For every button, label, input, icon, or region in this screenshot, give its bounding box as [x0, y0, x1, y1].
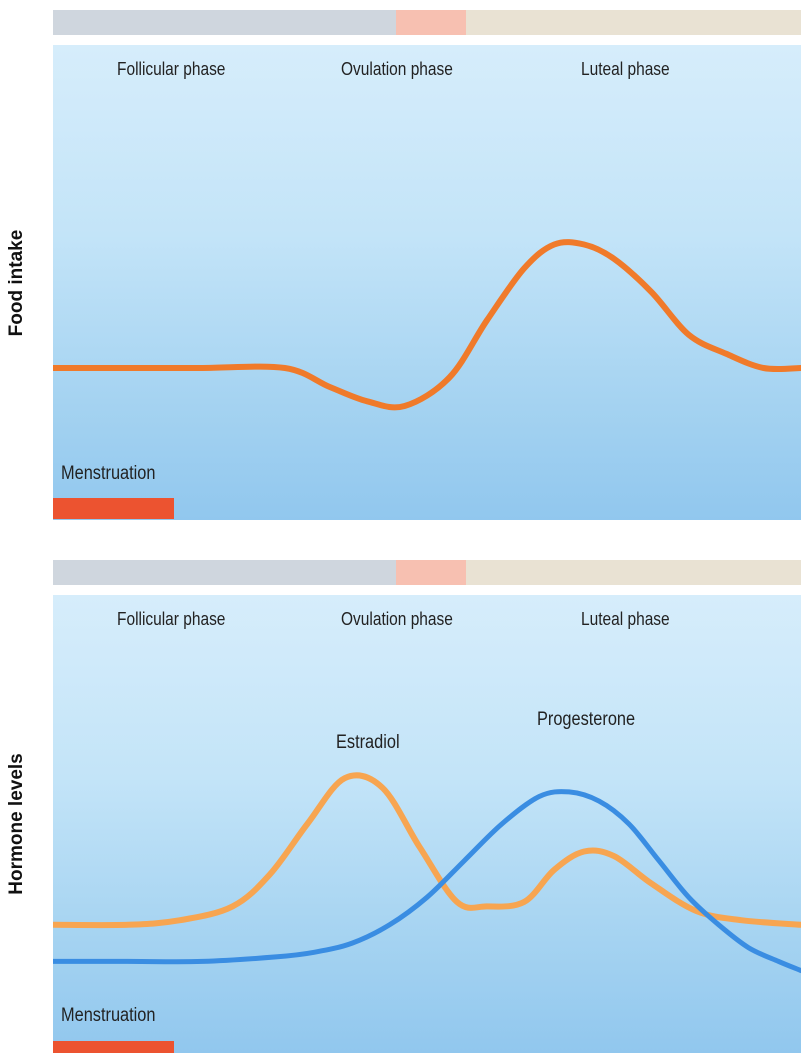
menstruation-bar: [53, 1041, 174, 1053]
y-axis-label: Hormone levels: [6, 753, 27, 895]
estradiol-label: Estradiol: [336, 732, 400, 753]
plot-area: Follicular phase Ovulation phase Luteal …: [53, 595, 801, 1053]
phase-seg-follicular: [53, 560, 396, 585]
progesterone-line: [53, 789, 801, 974]
phase-seg-luteal: [466, 10, 801, 35]
hormone-levels-panel: Hormone levels Follicular phase Ovulatio…: [0, 550, 801, 1063]
phase-label-luteal: Luteal phase: [581, 609, 670, 629]
menstruation-label: Menstruation: [61, 1005, 156, 1026]
phase-label-luteal: Luteal phase: [581, 59, 670, 79]
plot-area: Follicular phase Ovulation phase Luteal …: [53, 45, 801, 520]
food-intake-line: [53, 239, 801, 411]
y-axis-label: Food intake: [6, 229, 27, 336]
chart-svg: [53, 772, 801, 974]
menstruation-label: Menstruation: [61, 463, 156, 484]
phase-seg-follicular: [53, 10, 396, 35]
progesterone-label: Progesterone: [537, 709, 636, 730]
phase-label-ovulation: Ovulation phase: [341, 609, 453, 629]
phase-label-ovulation: Ovulation phase: [341, 59, 453, 79]
phase-label-follicular: Follicular phase: [117, 59, 226, 79]
phase-seg-ovulation: [396, 10, 466, 35]
food-intake-panel: Food intake Follicular phase Ovulation p…: [0, 0, 801, 530]
phase-seg-ovulation: [396, 560, 466, 585]
menstruation-bar: [53, 498, 174, 519]
phase-strip: [53, 560, 801, 585]
phase-seg-luteal: [466, 560, 801, 585]
chart-svg: [53, 239, 801, 411]
phase-label-follicular: Follicular phase: [117, 609, 226, 629]
estradiol-line: [53, 772, 801, 929]
phase-strip: [53, 10, 801, 35]
